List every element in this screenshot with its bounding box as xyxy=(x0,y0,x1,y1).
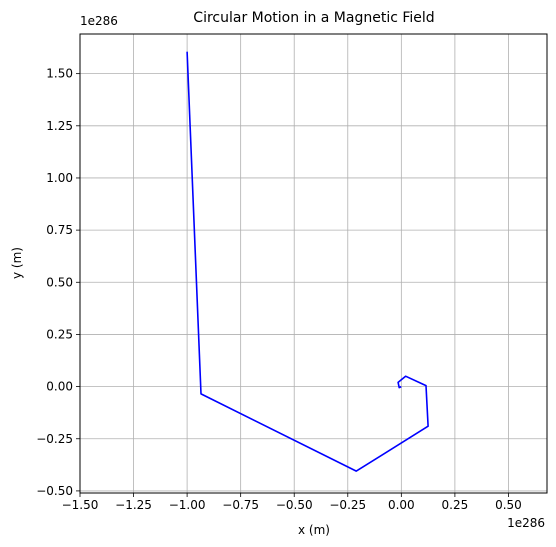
y-axis-label: y (m) xyxy=(10,247,24,279)
x-tick-label: 0.50 xyxy=(495,498,522,512)
y-tick-label: 0.25 xyxy=(46,327,73,341)
y-tick-label: −0.50 xyxy=(36,484,73,498)
x-tick-label: −1.00 xyxy=(169,498,206,512)
y-tick-label: 1.00 xyxy=(46,171,73,185)
x-tick-label: −0.50 xyxy=(276,498,313,512)
y-tick-label: 1.25 xyxy=(46,119,73,133)
axes-frame xyxy=(79,33,548,494)
y-tick-label: 0.50 xyxy=(46,275,73,289)
y-tick-label: 0.00 xyxy=(46,380,73,394)
x-tick-label: −1.25 xyxy=(115,498,152,512)
x-tick-label: −0.75 xyxy=(222,498,259,512)
grid xyxy=(79,34,547,493)
data-series xyxy=(186,51,429,472)
x-tick-label: 0.00 xyxy=(388,498,415,512)
x-tick-label: −1.50 xyxy=(62,498,99,512)
ticks: −1.50 −1.25 −1.00 −0.75 −0.50 −0.25 0.00 0.25 0.… xyxy=(36,67,522,512)
x-tick-label: −0.25 xyxy=(329,498,366,512)
chart-title: Circular Motion in a Magnetic Field xyxy=(193,10,434,26)
y-tick-label: 1.50 xyxy=(46,67,73,81)
y-tick-label: 0.75 xyxy=(46,223,73,237)
y-offset-text: 1e286 xyxy=(80,14,118,28)
trajectory-line xyxy=(186,51,429,472)
x-axis-label: x (m) xyxy=(298,523,330,537)
x-offset-text: 1e286 xyxy=(507,516,545,530)
x-tick-label: 0.25 xyxy=(442,498,469,512)
y-tick-label: −0.25 xyxy=(36,432,73,446)
